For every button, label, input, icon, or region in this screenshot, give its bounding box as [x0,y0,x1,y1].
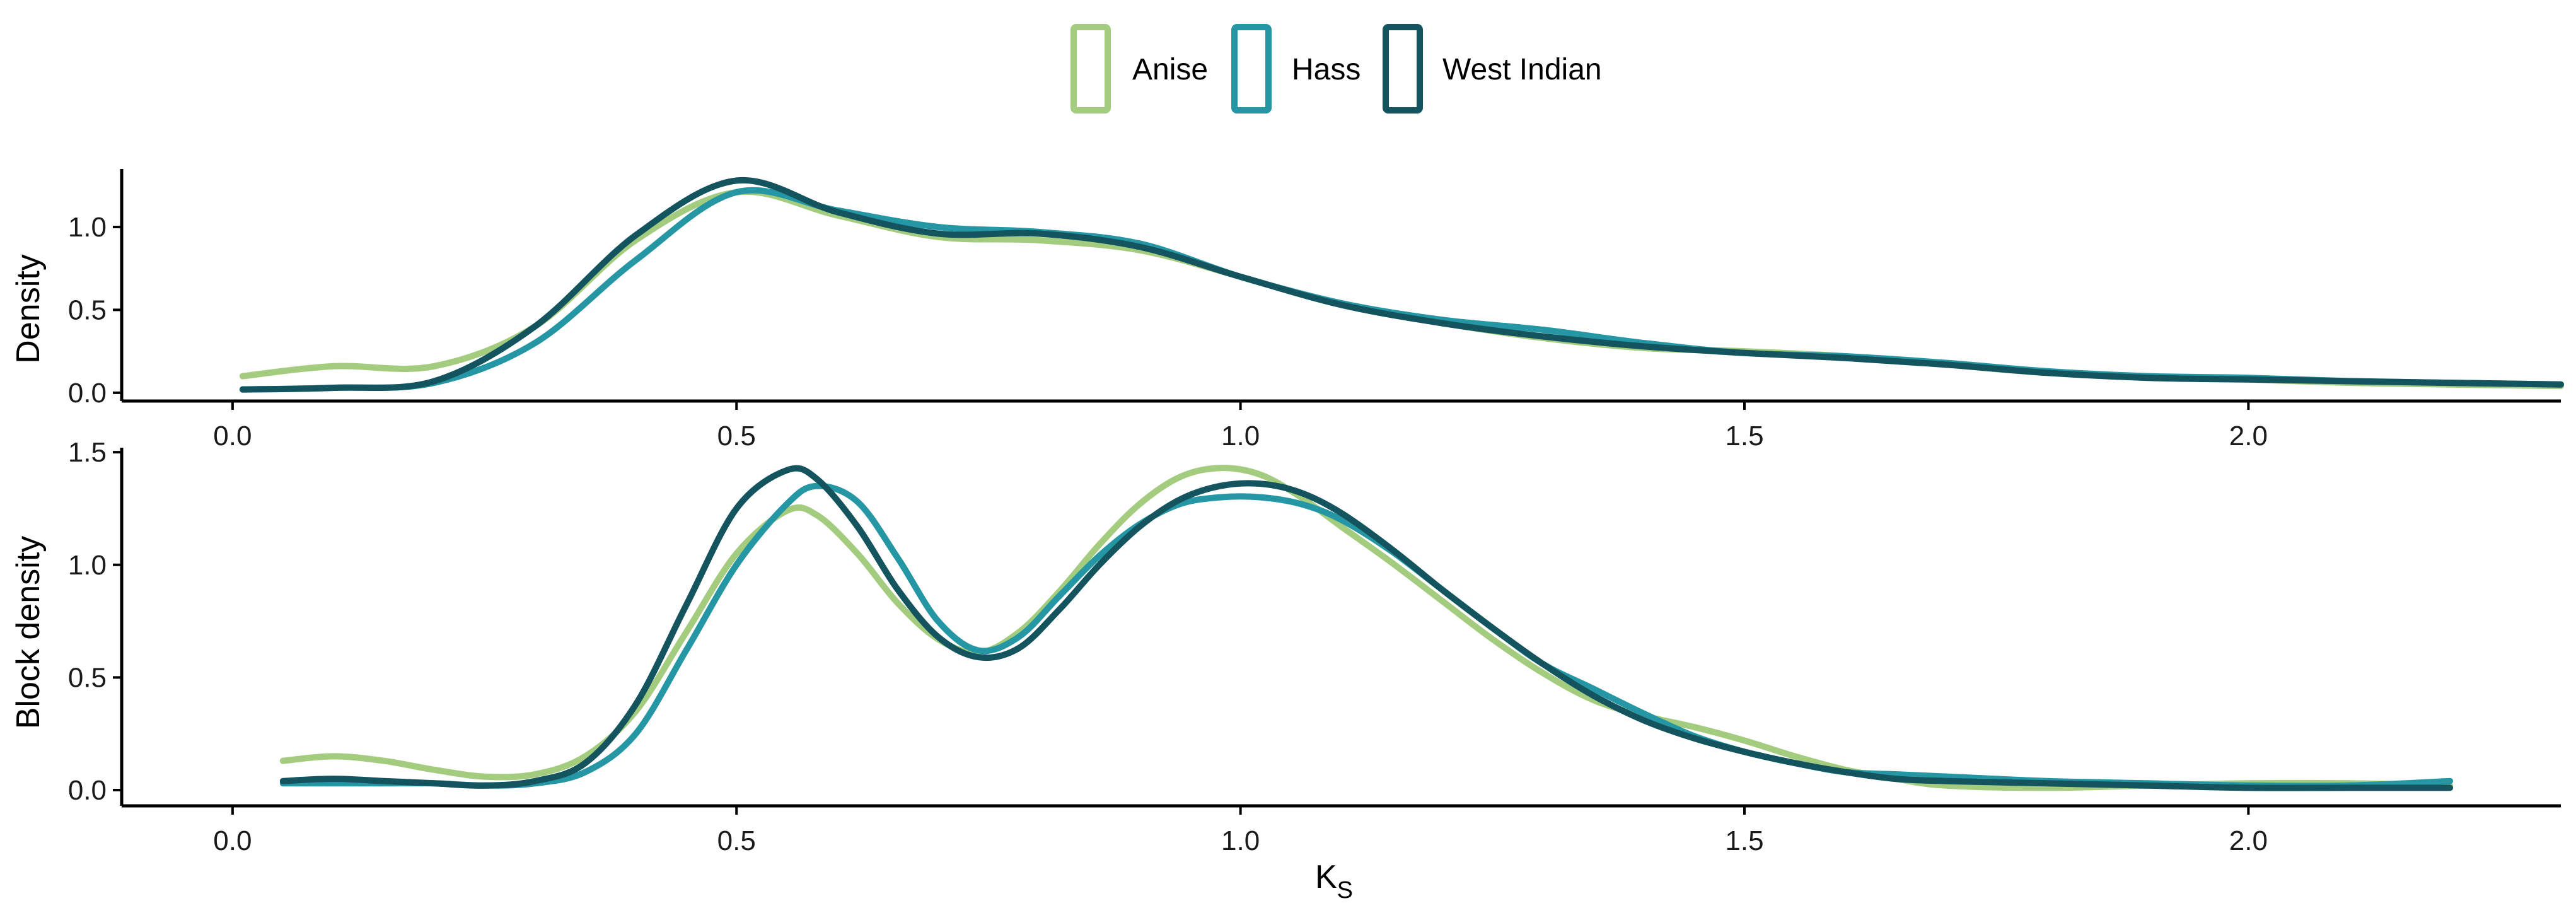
series-line-hass [279,482,2454,789]
panel-density: 0.0 0.5 1.0 1.5 2.0 0.0 0.5 1.0 Density [10,169,2564,451]
y-axis-title: Block density [10,536,47,729]
x-tick-label: 1.0 [1221,421,1260,451]
y-tick-label: 0.0 [68,775,107,806]
x-tick-label: 0.0 [213,825,252,856]
x-axis-title: KS [1315,859,1353,904]
x-tick-label: 1.5 [1725,825,1763,856]
y-tick-label: 0.5 [68,294,107,325]
x-tick-label: 2.0 [2229,825,2268,856]
y-tick-label: 1.5 [68,437,107,468]
x-tick-label: 0.0 [213,421,252,451]
x-tick-label: 1.0 [1221,825,1260,856]
series-line-hass [239,187,2564,393]
legend-item-hass: Hass [1231,24,1361,114]
y-tick-label: 0.5 [68,662,107,693]
legend-key [1070,24,1111,114]
x-axis-title-subscript: S [1337,877,1353,904]
series-line-west-indian [239,177,2564,393]
y-tick-label: 1.0 [68,550,107,581]
legend-key [1231,24,1272,114]
y-axis-title: Density [10,254,47,363]
legend-item-anise: Anise [1070,24,1208,114]
legend-label: Anise [1132,53,1208,86]
x-tick-label: 0.5 [717,421,756,451]
y-tick-label: 1.0 [68,212,107,243]
legend-item-west-indian: West Indian [1383,24,1602,114]
x-tick-label: 0.5 [717,825,756,856]
panel-block-density: 0.0 0.5 1.0 1.5 2.0 0.0 0.5 1.0 1.5 Block density… [10,437,2561,904]
series-line-west-indian [279,465,2454,791]
legend-label: West Indian [1442,53,1602,86]
y-tick-label: 0.0 [68,378,107,409]
series-line-anise [239,188,2564,390]
x-tick-label: 2.0 [2229,421,2268,451]
x-axis-title-main: K [1315,859,1337,895]
legend-key [1383,24,1423,114]
legend-label: Hass [1292,53,1361,86]
legend: Anise Hass West Indian [1070,24,1602,114]
x-tick-label: 1.5 [1725,421,1763,451]
